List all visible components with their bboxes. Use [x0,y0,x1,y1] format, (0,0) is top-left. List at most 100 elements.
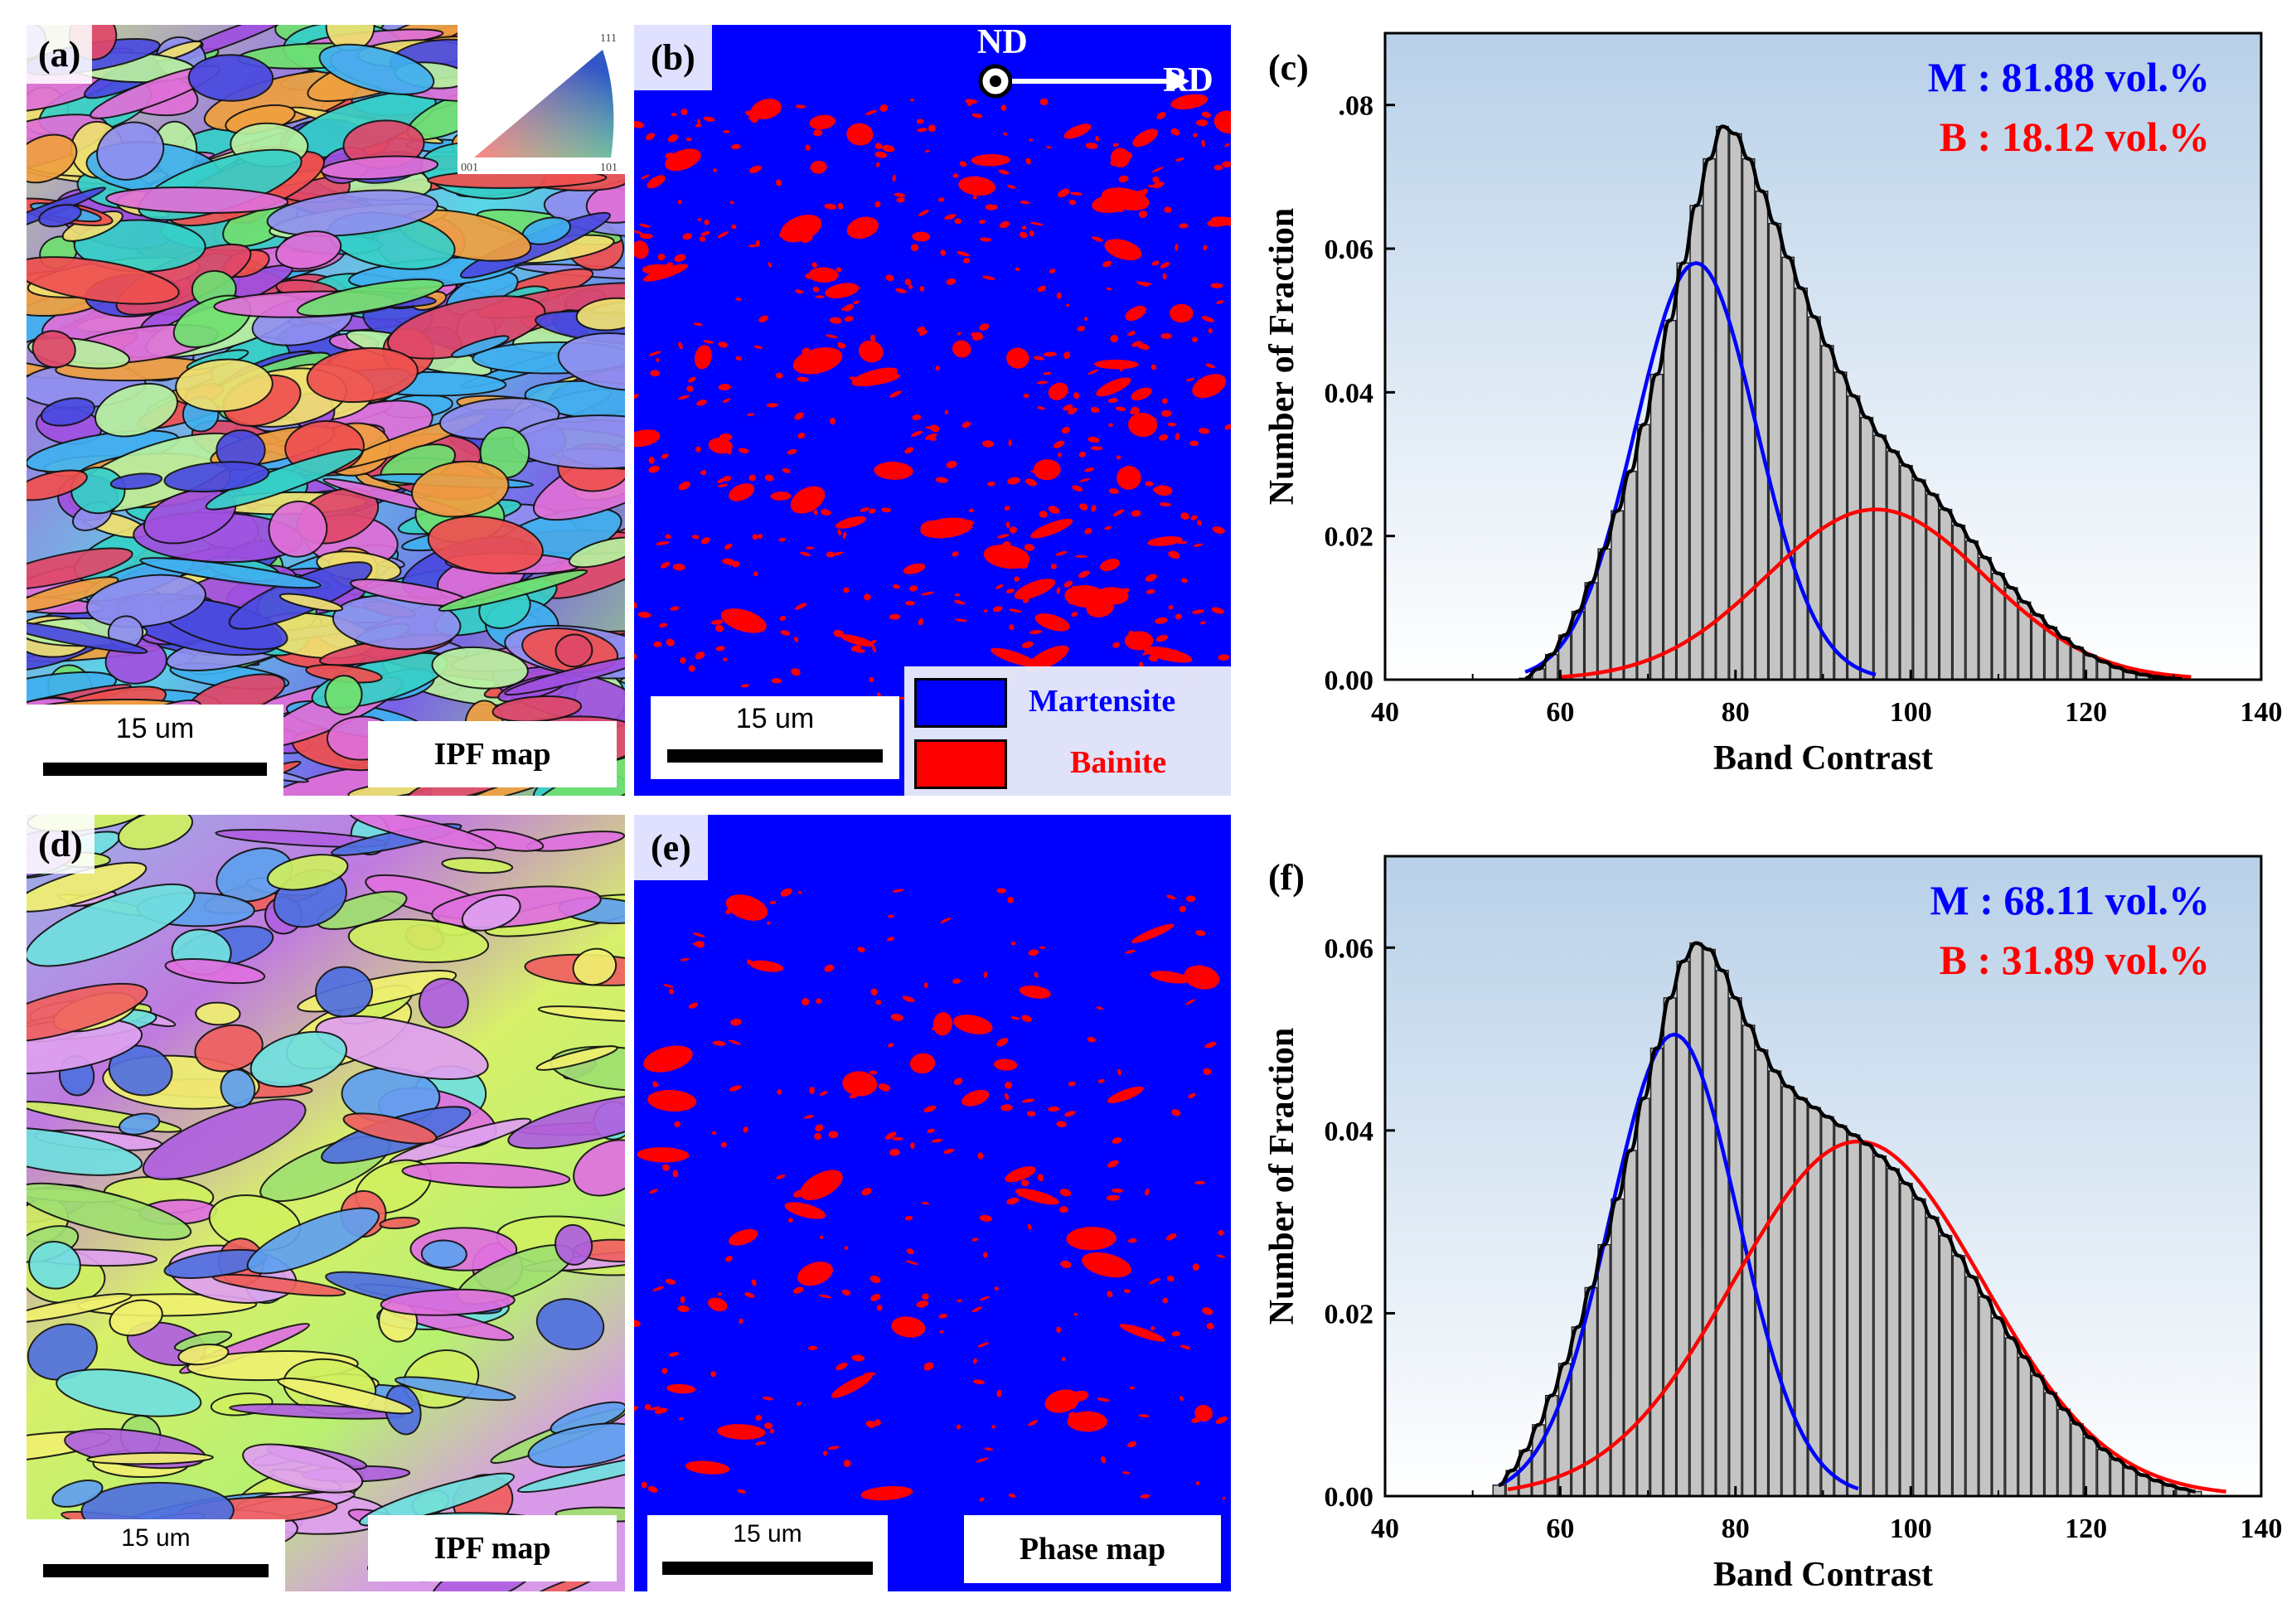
histogram-bar [1611,1198,1624,1497]
volume-fraction-annotation: B : 31.89 vol.% [1940,937,2210,983]
histogram-bar [1597,548,1611,680]
histogram-bar [1768,222,1782,680]
martensite-legend-label: Martensite [1029,684,1176,719]
panel-a-ipf-map: (a) 111 001 101 15 um IPF map [27,25,625,796]
histogram-bar [1755,1049,1769,1497]
histogram-bar [1979,1296,1992,1497]
scale-bar-label: 15 um [733,1520,802,1547]
panel-label: (c) [1268,47,1309,88]
map-name-label: IPF map [368,1515,617,1581]
x-tick-label: 40 [1371,697,1399,728]
y-tick-label: 0.02 [1325,522,1374,553]
histogram-bar [2004,1337,2018,1497]
histogram-bar [2096,1449,2110,1497]
panel-d-ipf-map: (d) 15 um IPF map [27,815,625,1591]
histogram-bar [1965,1276,1979,1497]
histogram-bar [2044,1392,2058,1497]
histogram-bar [1716,970,1729,1497]
histogram-bar [1833,371,1848,680]
ipf-map-image-d [27,815,625,1591]
histogram-bar [1781,1086,1795,1497]
histogram-bar [2057,1408,2071,1497]
histogram-bar [1703,948,1716,1497]
rd-axis-label: RD [1163,61,1213,99]
histogram-bar [1649,373,1664,680]
scale-bar [43,1564,269,1577]
histogram-bar [2017,1356,2032,1497]
histogram-bar [1860,1143,1874,1497]
histogram-bar [1676,262,1690,680]
histogram-bar [1939,508,1953,680]
bainite-legend-label: Bainite [1070,745,1167,780]
y-tick-label: 0.04 [1325,1116,1374,1147]
histogram-bar [1636,424,1650,680]
ipf-key-left: 001 [461,162,478,174]
total-envelope-curve [1524,124,2182,681]
histogram-bar [1860,416,1874,680]
volume-fraction-annotation: M : 68.11 vol.% [1930,877,2210,923]
y-tick-label: 0.06 [1325,933,1374,964]
y-tick-label: 0.06 [1325,235,1374,265]
panel-label: (f) [1268,857,1305,898]
nd-axis-label: ND [977,25,1028,61]
panel-e-phase-map: (e) 15 um Phase map [634,815,1231,1591]
martensite-swatch [914,678,1007,728]
histogram-bar [1636,1097,1650,1497]
fit-curve-martensite [1498,1032,1859,1491]
histogram-bar [1663,319,1677,680]
histogram-bar [1820,1116,1834,1497]
histogram-bar [1716,125,1729,680]
phase-legend: Martensite Bainite [904,666,1231,796]
ipf-key-top: 111 [600,32,617,45]
histogram-bar [1728,133,1742,680]
x-tick-label: 100 [1890,1514,1932,1544]
histogram-bar [1689,942,1703,1497]
histogram-bar [1781,256,1795,680]
histogram-bar [1663,997,1677,1497]
x-tick-label: 40 [1371,1514,1399,1544]
histogram-bar [1887,450,1900,680]
histogram-bar [1624,470,1637,680]
histogram-bar [1925,1216,1940,1497]
histogram-bar [2071,1423,2084,1497]
scale-bar-box: 15 um [27,705,283,796]
y-tick-label: 0.00 [1325,666,1374,696]
scale-bar-box: 15 um [27,1519,285,1591]
histogram-bar [1900,1183,1913,1497]
histogram-bar [1597,1243,1611,1497]
bainite-regions [634,888,1228,1502]
scale-bar-label: 15 um [115,713,195,744]
x-axis-label: Band Contrast [1713,1556,1933,1594]
panel-label: (e) [634,815,708,880]
histogram-bar [1689,205,1703,680]
histogram-bar [1847,1134,1861,1497]
phase-map-image-e [634,888,1228,1502]
histogram-bar [1611,510,1624,680]
x-tick-label: 80 [1722,1514,1750,1544]
volume-fraction-annotation: M : 81.88 vol.% [1928,54,2210,100]
histogram-bar [1900,464,1913,680]
x-tick-label: 140 [2240,1514,2283,1544]
y-axis-label: Number of Fraction [1263,208,1301,506]
histogram-bar [1912,479,1926,680]
panel-label: (a) [27,25,93,84]
x-tick-label: 60 [1546,697,1574,728]
histogram-bar [1703,157,1716,680]
bainite-swatch [914,739,1007,789]
histogram-bar [1925,493,1940,680]
x-tick-label: 100 [1890,697,1932,728]
panel-c-histogram: 40 60 80 100 120 140 0.00 0.02 0.04 0.06 .08 Band C… [1242,0,2296,796]
total-envelope-curve [1498,941,2196,1494]
histogram-bar [1847,395,1861,680]
histogram-bar [2123,1467,2137,1497]
ipf-key-right: 101 [600,162,618,174]
histogram-bar [1873,434,1887,680]
bainite-regions [634,94,1231,705]
y-tick-label: 0.02 [1325,1299,1374,1330]
band-contrast-histogram-c: 40 60 80 100 120 140 0.00 0.02 0.04 0.06 .08 Band C… [1263,31,2283,777]
histogram-bar [1833,1125,1848,1497]
scale-bar [43,763,267,776]
scale-bar-label: 15 um [121,1524,191,1552]
histogram-bar [1887,1168,1900,1497]
scale-bar-box: 15 um [647,1515,888,1591]
